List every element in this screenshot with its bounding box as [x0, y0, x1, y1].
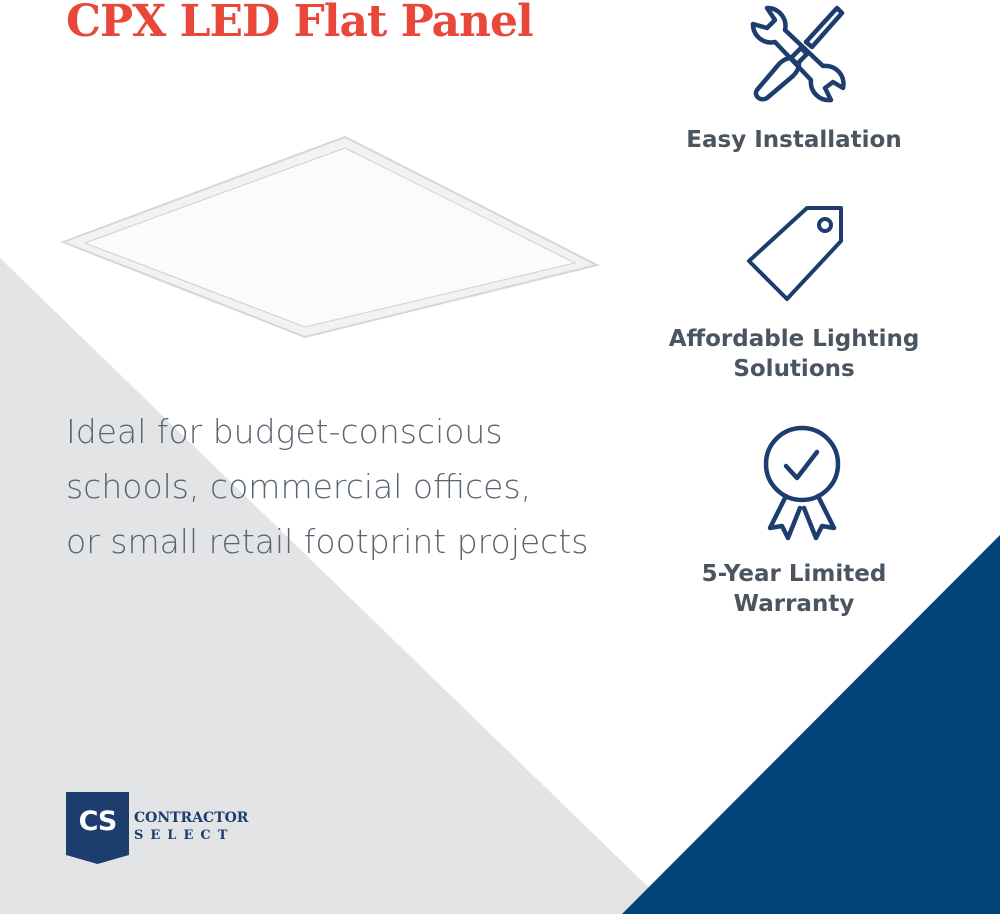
- wrench-screwdriver-icon: [750, 5, 846, 103]
- logo-line1: CONTRACTOR: [134, 810, 249, 826]
- feature-label: Solutions: [733, 356, 855, 382]
- feature-label: 5-Year Limited: [701, 561, 887, 587]
- feature-label: Affordable Lighting: [668, 326, 920, 352]
- feature-easy-installation: Easy Installation: [644, 125, 944, 155]
- award-ribbon-check-icon: [763, 425, 841, 541]
- led-flat-panel-image: [60, 135, 600, 339]
- logo-mark-text-wrap: CS: [66, 792, 129, 864]
- description-line: schools, commercial offices,: [66, 467, 532, 506]
- gray-diagonal-band: [0, 258, 676, 914]
- feature-label: Warranty: [733, 591, 855, 617]
- logo-mark-text: CS: [78, 806, 118, 837]
- description-line: or small retail footprint projects: [66, 522, 589, 561]
- feature-affordable-lighting: Affordable Lighting Solutions: [644, 324, 944, 384]
- description-line: Ideal for budget-conscious: [66, 412, 503, 451]
- logo-shield-mark: [66, 792, 129, 864]
- logo-line2: SELECT: [134, 828, 235, 843]
- blue-corner-band: [622, 535, 1000, 914]
- feature-limited-warranty: 5-Year Limited Warranty: [644, 559, 944, 619]
- product-description: Ideal for budget-conscious schools, comm…: [66, 404, 666, 569]
- price-tag-icon: [747, 206, 843, 301]
- page-title: CPX LED Flat Panel: [66, 0, 534, 47]
- feature-label: Easy Installation: [686, 127, 902, 153]
